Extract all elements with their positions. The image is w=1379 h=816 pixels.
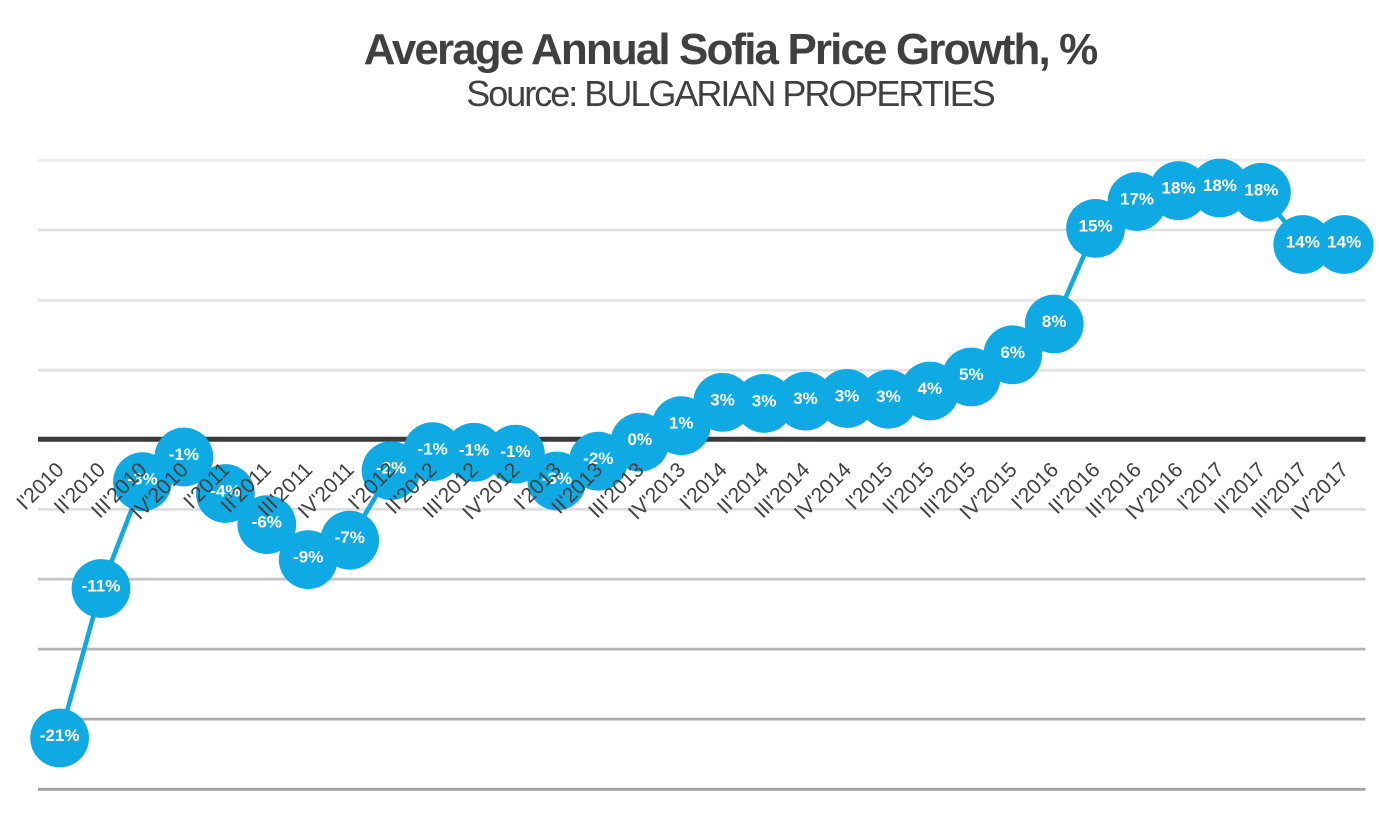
svg-text:-3%: -3% xyxy=(542,469,572,488)
svg-text:6%: 6% xyxy=(1000,343,1025,362)
svg-text:-11%: -11% xyxy=(82,577,121,596)
svg-text:-1%: -1% xyxy=(169,445,199,464)
svg-text:-4%: -4% xyxy=(210,482,240,501)
svg-text:14%: 14% xyxy=(1327,233,1361,252)
svg-text:18%: 18% xyxy=(1161,179,1195,198)
svg-text:3%: 3% xyxy=(710,390,735,409)
svg-text:-7%: -7% xyxy=(335,528,365,547)
svg-text:-9%: -9% xyxy=(293,548,323,567)
svg-text:1%: 1% xyxy=(669,414,694,433)
svg-text:17%: 17% xyxy=(1120,190,1154,209)
svg-text:3%: 3% xyxy=(752,391,777,410)
svg-text:-3%: -3% xyxy=(127,470,157,489)
svg-text:-21%: -21% xyxy=(40,726,80,745)
svg-text:-2%: -2% xyxy=(583,449,613,468)
svg-text:18%: 18% xyxy=(1203,176,1237,195)
svg-text:0%: 0% xyxy=(628,430,653,449)
svg-text:-1%: -1% xyxy=(417,440,447,459)
svg-text:18%: 18% xyxy=(1244,180,1278,199)
svg-text:3%: 3% xyxy=(793,389,818,408)
svg-text:3%: 3% xyxy=(835,387,860,406)
svg-text:15%: 15% xyxy=(1079,216,1113,235)
svg-text:-6%: -6% xyxy=(252,513,282,532)
svg-text:-1%: -1% xyxy=(500,442,530,461)
svg-text:Average Annual Sofia Price Gro: Average Annual Sofia Price Growth, % xyxy=(364,25,1098,74)
svg-text:5%: 5% xyxy=(959,365,984,384)
svg-text:4%: 4% xyxy=(918,379,943,398)
svg-text:-2%: -2% xyxy=(376,459,406,478)
svg-text:8%: 8% xyxy=(1042,312,1067,331)
svg-text:-1%: -1% xyxy=(459,440,489,459)
svg-text:14%: 14% xyxy=(1286,233,1320,252)
svg-text:3%: 3% xyxy=(876,387,901,406)
svg-text:Source: BULGARIAN PROPERTIES: Source: BULGARIAN PROPERTIES xyxy=(466,73,995,114)
